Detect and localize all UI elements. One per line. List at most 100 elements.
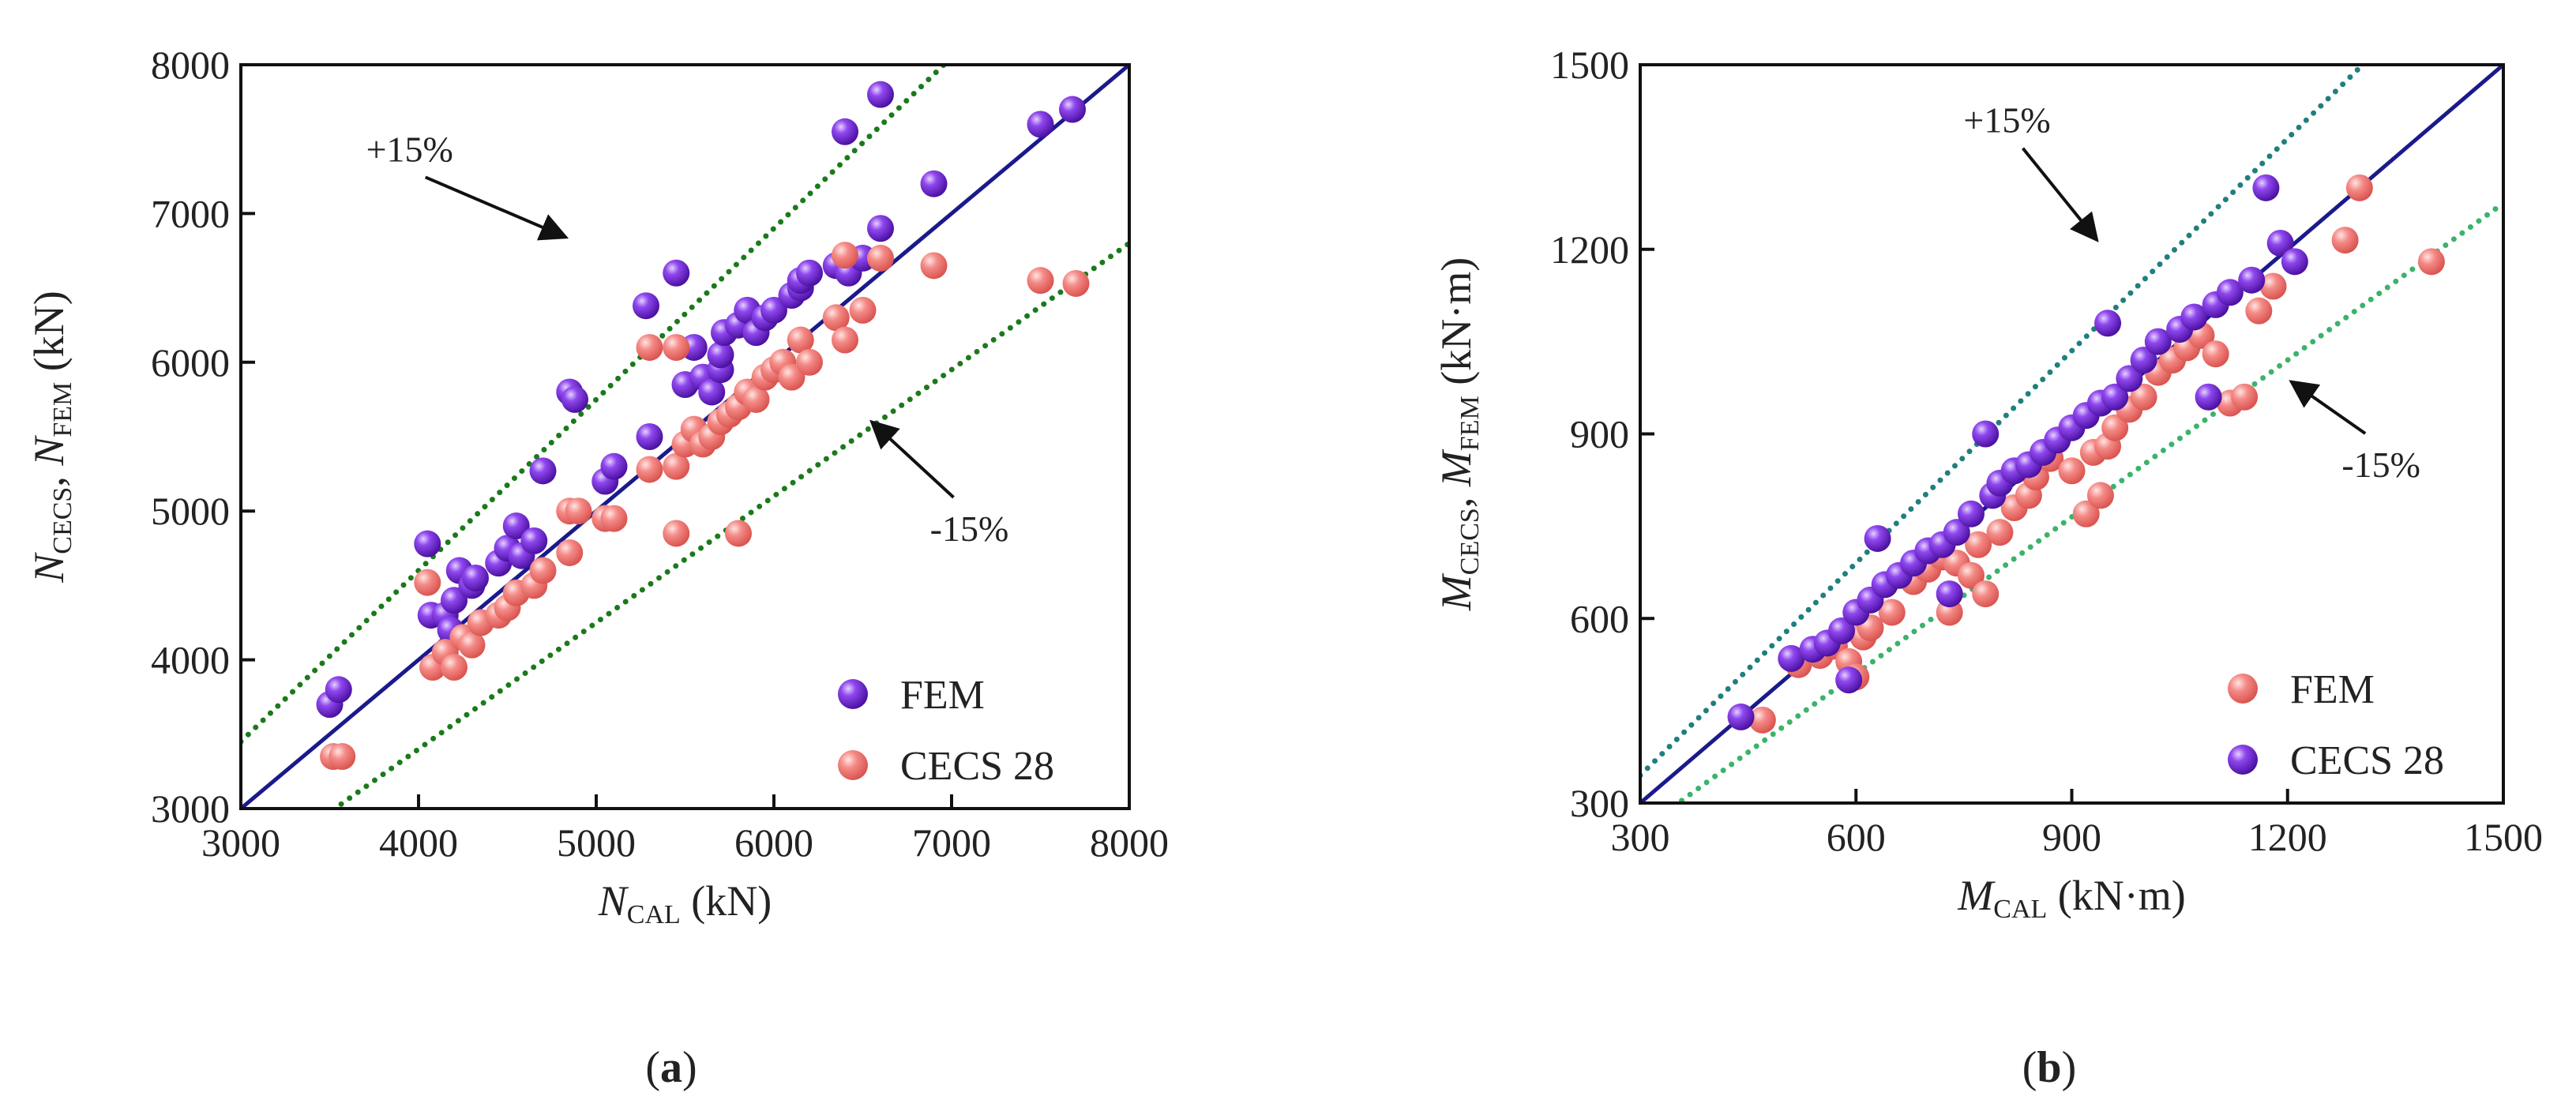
- legend-marker: [2228, 745, 2258, 775]
- data-point: [2072, 500, 2100, 527]
- data-point: [529, 457, 557, 485]
- x-tick-label: 300: [1611, 815, 1670, 859]
- data-point: [867, 215, 894, 242]
- x-tick-label: 6000: [734, 820, 813, 865]
- data-point: [2144, 328, 2172, 355]
- annotation-arrow: [2021, 147, 2099, 242]
- data-point: [822, 304, 850, 332]
- data-point: [2086, 482, 2114, 509]
- data-point: [707, 341, 734, 369]
- y-tick-label: 8000: [151, 43, 230, 87]
- data-point: [796, 259, 823, 287]
- y-tick-label: 6000: [151, 340, 230, 385]
- x-tick-label: 1200: [2248, 815, 2327, 859]
- x-tick-label: 600: [1827, 815, 1886, 859]
- data-point: [565, 497, 592, 525]
- data-point: [2266, 229, 2294, 257]
- data-point: [663, 452, 690, 480]
- data-point: [2238, 266, 2266, 294]
- series-fem: [1748, 174, 2445, 734]
- plus-15-line: [1640, 65, 2367, 779]
- data-point: [2116, 365, 2143, 392]
- data-point: [1835, 666, 1863, 694]
- data-point: [441, 587, 468, 614]
- data-point: [2195, 383, 2222, 411]
- data-point: [778, 363, 805, 391]
- data-point: [2345, 174, 2373, 201]
- legend-label: CECS 28: [2290, 738, 2444, 783]
- data-point: [2101, 414, 2129, 441]
- data-point: [1864, 524, 1891, 552]
- data-point: [832, 326, 858, 354]
- data-point: [462, 564, 489, 591]
- y-axis-label: MCECS, MFEM (kN·m): [1433, 257, 1485, 611]
- annotation-label: +15%: [1963, 100, 2050, 141]
- data-point: [600, 505, 628, 532]
- data-point: [1972, 420, 2000, 448]
- data-point: [1936, 599, 1963, 626]
- annotation-label: -15%: [2341, 445, 2420, 485]
- x-axis-label: NCAL (kN): [598, 877, 772, 929]
- data-point: [325, 676, 352, 704]
- data-point: [1878, 599, 1906, 626]
- data-point: [2058, 457, 2086, 485]
- data-point: [2417, 248, 2445, 276]
- x-tick-label: 1500: [2464, 815, 2543, 859]
- minus-15-line: [1673, 200, 2503, 803]
- data-point: [1748, 706, 1776, 734]
- data-point: [636, 333, 663, 361]
- data-point: [502, 512, 530, 540]
- legend-marker: [838, 679, 868, 709]
- y-tick-label: 5000: [151, 489, 230, 533]
- x-tick-label: 4000: [379, 820, 458, 865]
- data-point: [2245, 297, 2273, 325]
- x-tick-label: 900: [2042, 815, 2101, 859]
- data-point: [1727, 703, 1755, 730]
- data-point: [1062, 269, 1090, 297]
- data-point: [1936, 580, 1963, 608]
- data-point: [832, 118, 858, 145]
- data-point: [2101, 383, 2129, 411]
- data-point: [2130, 383, 2157, 411]
- annotation-arrow: [869, 419, 955, 499]
- data-point: [556, 539, 584, 566]
- data-point: [1059, 96, 1086, 123]
- y-tick-label: 300: [1570, 781, 1629, 825]
- data-point: [1957, 561, 1985, 589]
- data-point: [867, 244, 894, 272]
- data-point: [1972, 580, 2000, 608]
- x-tick-label: 3000: [201, 820, 280, 865]
- data-point: [414, 530, 441, 557]
- y-tick-label: 1200: [1550, 227, 1629, 272]
- data-point: [2281, 248, 2308, 276]
- plus-15-line: [241, 65, 948, 745]
- data-point: [787, 326, 814, 354]
- data-point: [2094, 310, 2122, 337]
- annotation-label: -15%: [930, 509, 1009, 549]
- data-point: [2231, 383, 2259, 411]
- data-point: [698, 378, 726, 406]
- data-point: [529, 557, 557, 584]
- x-axis-label: MCAL (kN·m): [1957, 872, 2185, 924]
- panel-b: 300 600 900 1200 1500 300 600 900 1200 1500 MCAL (…: [1433, 43, 2543, 1092]
- y-tick-label: 4000: [151, 638, 230, 682]
- data-point: [760, 296, 787, 324]
- legend-marker: [838, 750, 868, 780]
- data-point: [920, 170, 948, 197]
- data-point: [663, 333, 690, 361]
- data-point: [1943, 519, 1970, 546]
- data-point: [1027, 267, 1054, 295]
- legend-label: CECS 28: [900, 744, 1054, 789]
- series-cecs-28: [320, 242, 1090, 771]
- data-point: [832, 242, 858, 269]
- data-point: [2130, 347, 2157, 373]
- y-tick-label: 1500: [1550, 43, 1629, 87]
- y-tick-label: 600: [1570, 596, 1629, 640]
- data-point: [2252, 174, 2280, 201]
- plot-frame: [239, 63, 1131, 810]
- x-tick-label: 5000: [557, 820, 636, 865]
- data-point: [920, 252, 948, 280]
- series-fem: [316, 81, 1086, 719]
- data-point: [414, 569, 441, 596]
- data-point: [520, 527, 548, 554]
